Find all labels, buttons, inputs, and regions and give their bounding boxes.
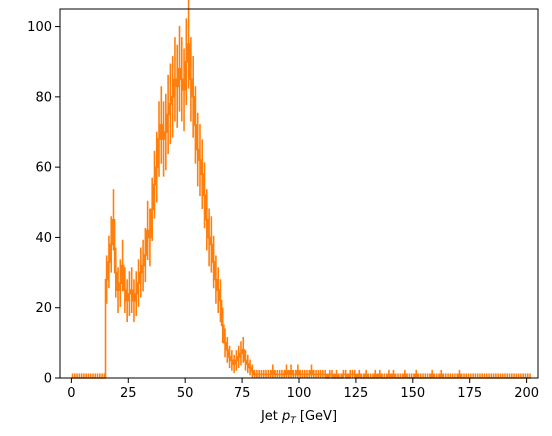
y-tick-label: 40 xyxy=(35,231,52,246)
x-tick-label: 125 xyxy=(343,386,368,401)
x-tick-label: 50 xyxy=(177,386,194,401)
x-tick-label: 200 xyxy=(514,386,539,401)
x-tick-label: 175 xyxy=(457,386,482,401)
histogram-step-line xyxy=(71,43,532,379)
plot-area xyxy=(71,0,532,379)
x-tick-label: 150 xyxy=(400,386,425,401)
y-tick-label: 60 xyxy=(35,161,52,176)
y-tick-label: 20 xyxy=(35,301,52,316)
x-tick-label: 25 xyxy=(120,386,137,401)
axes: 0 25 50 75 100 125 150 175 200 0 20 40 60 80 100 xyxy=(27,8,539,401)
axes-frame xyxy=(59,8,539,379)
x-axis-label: Jet pT [GeV] xyxy=(260,409,337,426)
x-tick-label: 100 xyxy=(287,386,312,401)
y-tick-label: 0 xyxy=(44,372,52,387)
y-tick-label: 100 xyxy=(27,20,52,35)
x-tick-label: 75 xyxy=(234,386,251,401)
y-tick-label: 80 xyxy=(35,90,52,105)
x-tick-label: 0 xyxy=(67,386,75,401)
